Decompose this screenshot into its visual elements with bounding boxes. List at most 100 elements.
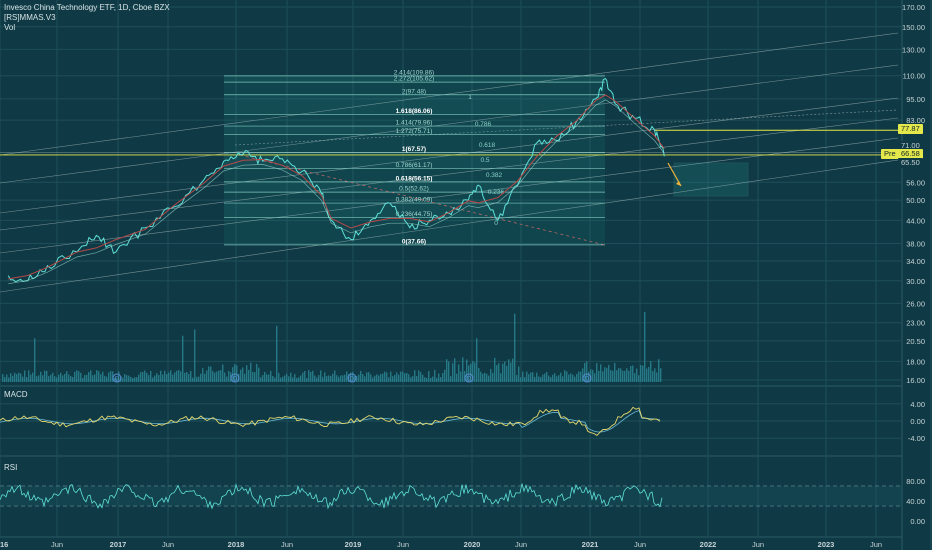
volume-bar — [144, 370, 146, 382]
x-tick-label: 2021 — [582, 540, 599, 549]
volume-bar — [80, 372, 82, 382]
volume-bar — [530, 372, 532, 382]
macd-pane-label[interactable]: MACD — [4, 390, 28, 399]
fib-level-label: 0.5(52.62) — [399, 186, 429, 193]
volume-bar — [132, 377, 134, 382]
volume-bar — [202, 368, 204, 382]
rsi-tick-label: 40.00 — [906, 497, 925, 506]
volume-bar — [478, 368, 480, 382]
volume-bar — [538, 376, 540, 382]
fib-zone — [224, 75, 605, 83]
volume-bar — [338, 376, 340, 382]
x-tick-label: Jun — [162, 540, 174, 549]
volume-bar — [456, 373, 458, 382]
volume-bar — [406, 372, 408, 382]
volume-bar — [398, 374, 400, 382]
regression-dotted-line — [234, 109, 899, 146]
dividend-marker-label: D — [467, 377, 472, 383]
fib-extension-label: 0.618 — [479, 142, 496, 149]
volume-bar — [636, 368, 638, 382]
volume-bar — [516, 375, 518, 382]
chart-scrollbar[interactable] — [930, 0, 932, 550]
fib-zone — [224, 192, 605, 204]
volume-bar — [466, 359, 468, 382]
volume-bar — [648, 366, 650, 382]
volume-bar — [660, 368, 662, 382]
volume-bar — [620, 368, 622, 382]
volume-bar — [294, 374, 296, 382]
volume-bar — [268, 374, 270, 382]
volume-bar — [372, 377, 374, 382]
volume-bar — [514, 313, 516, 382]
volume-bar — [184, 372, 186, 382]
volume-bar — [190, 370, 192, 382]
volume-bar — [250, 362, 252, 382]
volume-bar — [500, 373, 502, 382]
volume-bar — [162, 374, 164, 382]
volume-bar — [328, 375, 330, 382]
volume-bars — [2, 311, 662, 382]
y-tick-label: 44.00 — [906, 216, 925, 225]
volume-bar — [426, 377, 428, 382]
indicator-label[interactable]: [RS]MMAS.V3 — [4, 13, 56, 22]
volume-bar — [206, 370, 208, 382]
volume-bar — [616, 370, 618, 382]
y-tick-label: 83.00 — [906, 116, 925, 125]
volume-bar — [464, 371, 466, 382]
volume-bar — [248, 369, 250, 382]
volume-bar — [100, 374, 102, 382]
volume-bar — [602, 371, 604, 382]
volume-bar — [300, 375, 302, 382]
volume-bar — [312, 370, 314, 382]
volume-bar — [194, 329, 196, 382]
volume-bar — [532, 372, 534, 382]
volume-bar — [506, 365, 508, 382]
x-tick-label: Jun — [870, 540, 882, 549]
fib-extension-label: 1 — [468, 94, 472, 101]
volume-bar — [4, 377, 6, 382]
volume-bar — [470, 363, 472, 382]
volume-bar — [272, 376, 274, 382]
volume-bar — [138, 374, 140, 382]
volume-bar — [52, 372, 54, 382]
volume-bar — [384, 371, 386, 382]
volume-bar — [306, 377, 308, 382]
volume-bar — [476, 338, 478, 382]
volume-bar — [260, 377, 262, 382]
volume-bar — [158, 374, 160, 382]
volume-bar — [362, 374, 364, 382]
volume-bar — [494, 357, 496, 382]
volume-bar — [492, 372, 494, 382]
volume-bar — [624, 370, 626, 382]
volume-bar — [320, 370, 322, 382]
volume-bar — [460, 371, 462, 382]
volume-bar — [44, 370, 46, 382]
fib-level-label: 2(97.48) — [402, 88, 426, 95]
volume-bar — [136, 377, 138, 382]
volume-bar — [640, 365, 642, 382]
x-tick-label: Jun — [397, 540, 409, 549]
rsi-pane-label[interactable]: RSI — [4, 463, 18, 472]
volume-label[interactable]: Vol — [4, 23, 16, 32]
volume-bar — [360, 371, 362, 382]
volume-bar — [484, 372, 486, 382]
x-tick-label: Jun — [752, 540, 764, 549]
x-tick-label: Jun — [634, 540, 646, 549]
volume-bar — [420, 372, 422, 382]
volume-bar — [586, 361, 588, 382]
volume-bar — [618, 368, 620, 382]
volume-bar — [170, 370, 172, 382]
volume-bar — [350, 372, 352, 382]
volume-bar — [562, 376, 564, 382]
volume-bar — [176, 370, 178, 382]
volume-bar — [430, 377, 432, 382]
volume-bar — [382, 373, 384, 382]
volume-bar — [342, 375, 344, 382]
volume-bar — [546, 371, 548, 382]
volume-bar — [436, 377, 438, 382]
volume-bar — [554, 373, 556, 382]
volume-bar — [126, 375, 128, 382]
volume-bar — [308, 370, 310, 382]
volume-bar — [442, 372, 444, 382]
